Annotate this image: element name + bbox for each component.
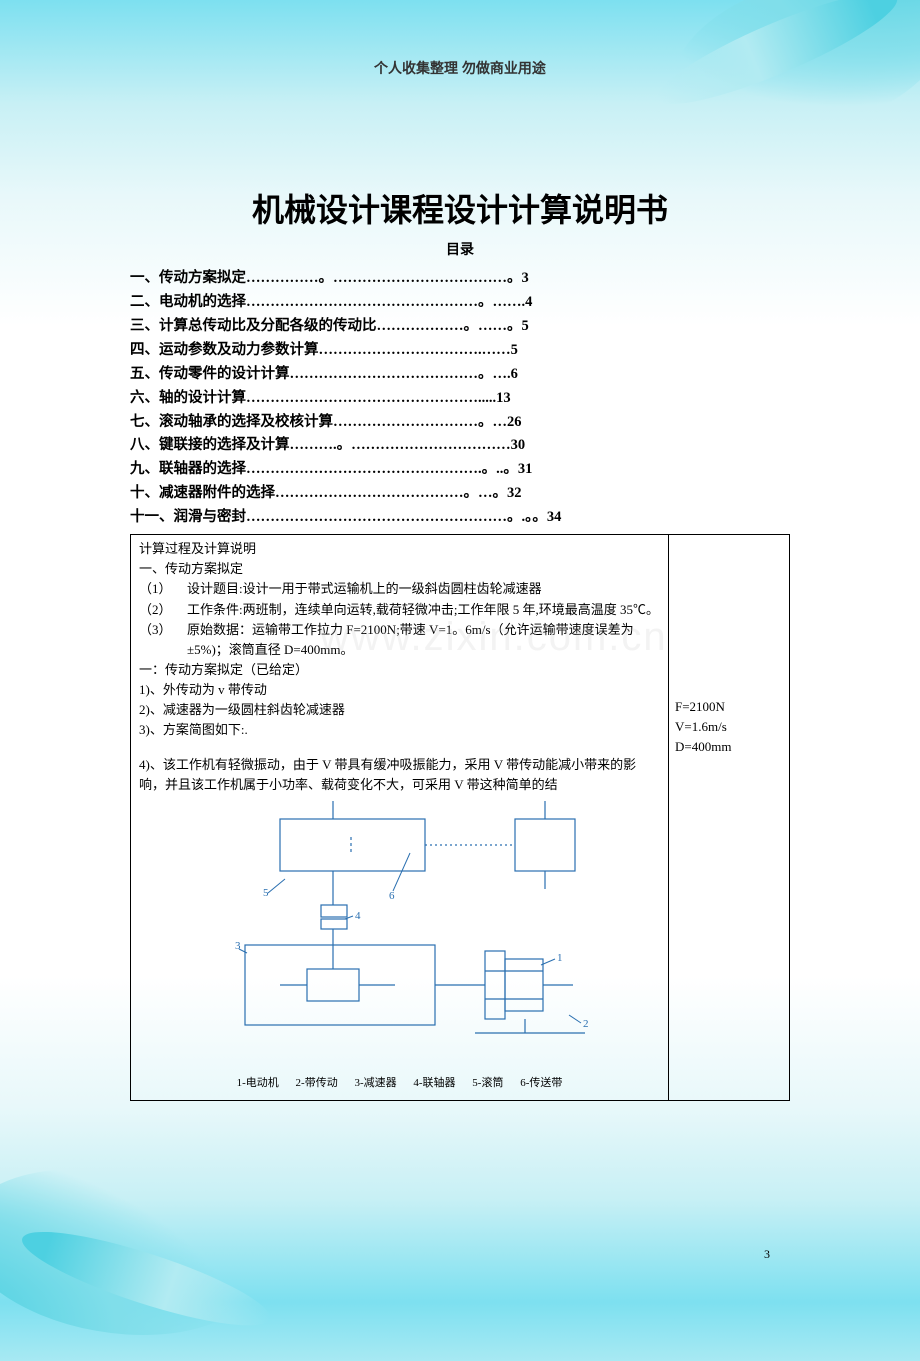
calc-subheading: 一：传动方案拟定（已给定） [139, 660, 660, 680]
item-text: 原始数据：运输带工作拉力 F=2100N;带速 V=1。6m/s（允许运输带速度… [187, 620, 660, 660]
toc-line: 三、计算总传动比及分配各级的传动比………………。……。5 [130, 315, 790, 339]
item-text: 工作条件:两班制，连续单向运转,载荷轻微冲击;工作年限 5 年,环境最高温度 3… [187, 600, 660, 620]
toc-line: 七、滚动轴承的选择及校核计算…………………………。…26 [130, 411, 790, 435]
decorative-swoosh-bottom [0, 1147, 272, 1357]
calc-line: 3)、方案简图如下:. [139, 720, 660, 740]
svg-text:4: 4 [355, 910, 361, 922]
calc-left-column: 计算过程及计算说明 一、传动方案拟定 （1） 设计题目:设计一用于带式运输机上的… [131, 535, 669, 1100]
toc-line: 一、传动方案拟定……………。………………………………。3 [130, 267, 790, 291]
toc-line: 二、电动机的选择…………………………………………。…….4 [130, 291, 790, 315]
toc-line: 十一、润滑与密封………………………………………………。.。。34 [130, 506, 790, 530]
transmission-diagram: 5 6 4 3 1 2 [185, 801, 615, 1071]
svg-text:1: 1 [557, 952, 563, 964]
toc-line: 五、传动零件的设计计算…………………………………。….6 [130, 363, 790, 387]
item-number: （2） [139, 600, 187, 620]
item-text: 设计题目:设计一用于带式运输机上的一级斜齿圆柱齿轮减速器 [187, 579, 660, 599]
param-v: V=1.6m/s [675, 717, 783, 737]
toc-line: 六、轴的设计计算………………………………………….....13 [130, 387, 790, 411]
diagram-container: 5 6 4 3 1 2 1-电动机 2-带传动 3-减速器 4 [139, 801, 660, 1092]
calc-item: （3） 原始数据：运输带工作拉力 F=2100N;带速 V=1。6m/s（允许运… [139, 620, 660, 660]
main-title: 机械设计课程设计计算说明书 [130, 185, 790, 231]
diagram-caption: 1-电动机 2-带传动 3-减速器 4-联轴器 5-滚筒 6-传送带 [139, 1075, 660, 1092]
calc-line: 2)、减速器为一级圆柱斜齿轮减速器 [139, 700, 660, 720]
calc-heading: 一、传动方案拟定 [139, 559, 660, 579]
toc-line: 四、运动参数及动力参数计算…………………………….……5 [130, 339, 790, 363]
calc-line: 1)、外传动为 v 带传动 [139, 680, 660, 700]
page-number: 3 [764, 1247, 770, 1262]
header-note: 个人收集整理 勿做商业用途 [0, 58, 920, 78]
item-number: （1） [139, 579, 187, 599]
toc-line: 十、减速器附件的选择…………………………………。…。32 [130, 482, 790, 506]
calc-line: 4)、该工作机有轻微振动，由于 V 带具有缓冲吸振能力，采用 V 带传动能减小带… [139, 755, 660, 795]
toc-line: 八、键联接的选择及计算……….。……………………………30 [130, 434, 790, 458]
toc-line: 九、联轴器的选择………………………………………….。..。31 [130, 458, 790, 482]
calc-right-column: F=2100N V=1.6m/s D=400mm [669, 535, 789, 1100]
decorative-swoosh-top [655, 0, 920, 164]
subtitle-toc: 目录 [130, 239, 790, 259]
calc-item: （2） 工作条件:两班制，连续单向运转,载荷轻微冲击;工作年限 5 年,环境最高… [139, 600, 660, 620]
calculation-table: 计算过程及计算说明 一、传动方案拟定 （1） 设计题目:设计一用于带式运输机上的… [130, 534, 790, 1101]
calc-heading: 计算过程及计算说明 [139, 539, 660, 559]
param-f: F=2100N [675, 697, 783, 717]
svg-text:3: 3 [235, 940, 241, 952]
svg-text:2: 2 [583, 1018, 589, 1030]
calc-item: （1） 设计题目:设计一用于带式运输机上的一级斜齿圆柱齿轮减速器 [139, 579, 660, 599]
page-content: 机械设计课程设计计算说明书 目录 一、传动方案拟定……………。………………………… [130, 185, 790, 1101]
item-number: （3） [139, 620, 187, 660]
svg-text:6: 6 [389, 890, 395, 902]
param-d: D=400mm [675, 737, 783, 757]
